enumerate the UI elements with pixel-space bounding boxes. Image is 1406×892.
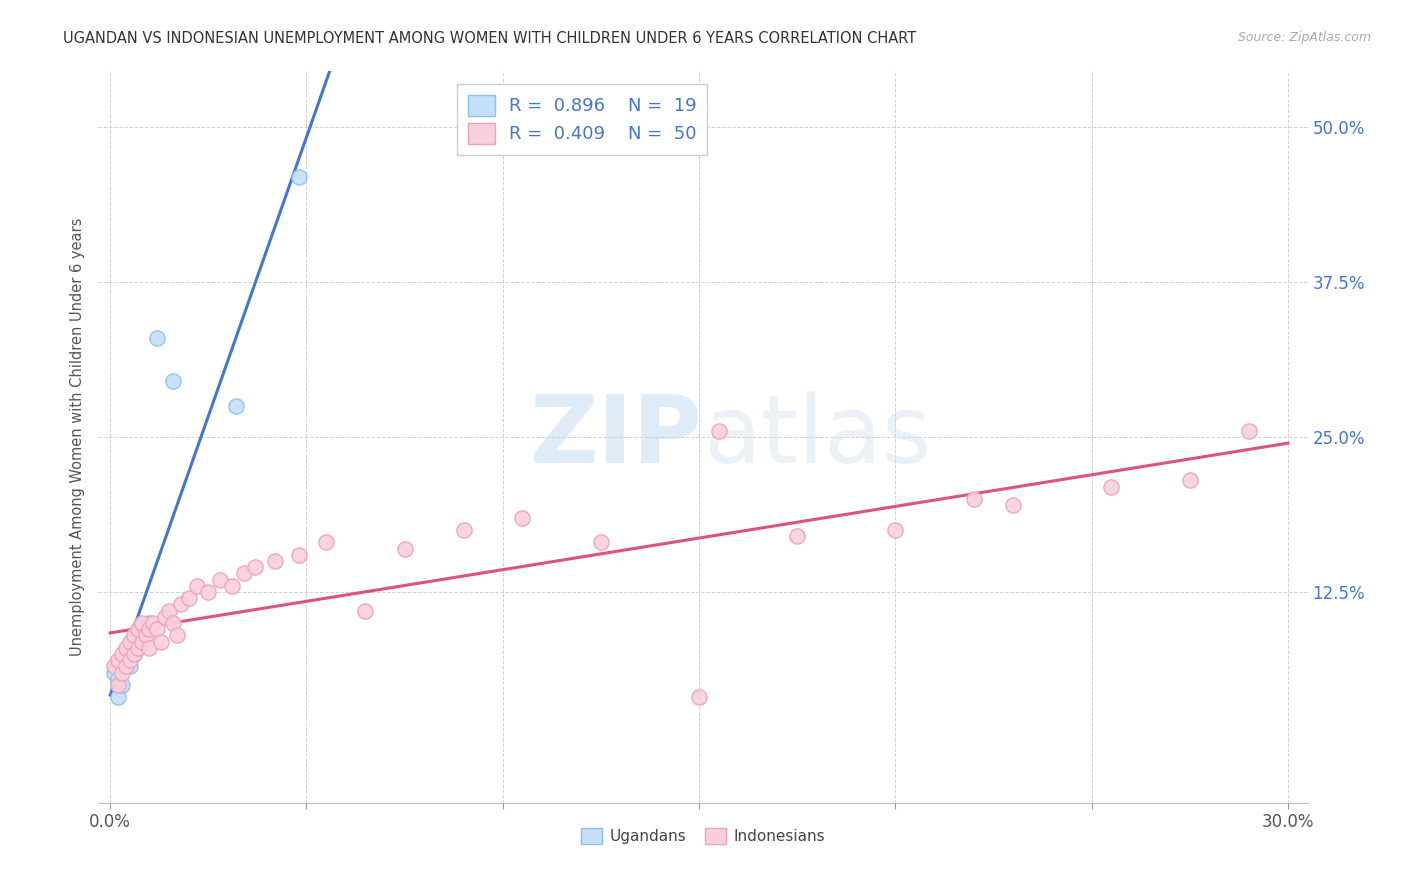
Point — [512, 510, 534, 524]
Point — [453, 523, 475, 537]
Point — [111, 665, 134, 680]
Point — [138, 640, 160, 655]
Point — [170, 598, 193, 612]
Point — [118, 640, 141, 655]
Point — [115, 647, 138, 661]
Point — [107, 690, 129, 705]
Point — [287, 169, 309, 184]
Point — [354, 604, 377, 618]
Point — [135, 622, 157, 636]
Point — [122, 647, 145, 661]
Text: atlas: atlas — [703, 391, 931, 483]
Point — [115, 640, 138, 655]
Point — [118, 634, 141, 648]
Point — [127, 622, 149, 636]
Point — [264, 554, 287, 568]
Point — [127, 628, 149, 642]
Point — [162, 374, 184, 388]
Point — [197, 585, 219, 599]
Point — [315, 535, 337, 549]
Point — [131, 634, 153, 648]
Point — [131, 615, 153, 630]
Text: ZIP: ZIP — [530, 391, 703, 483]
Point — [111, 678, 134, 692]
Point — [1178, 474, 1201, 488]
Point — [1002, 498, 1025, 512]
Legend: Ugandans, Indonesians: Ugandans, Indonesians — [575, 822, 831, 850]
Point — [209, 573, 232, 587]
Point — [107, 678, 129, 692]
Point — [135, 628, 157, 642]
Point — [153, 610, 176, 624]
Point — [122, 647, 145, 661]
Point — [245, 560, 267, 574]
Point — [150, 634, 173, 648]
Point — [963, 491, 986, 506]
Point — [589, 535, 612, 549]
Point — [146, 331, 169, 345]
Point — [146, 622, 169, 636]
Point — [127, 640, 149, 655]
Point — [232, 566, 254, 581]
Point — [115, 659, 138, 673]
Point — [142, 615, 165, 630]
Point — [221, 579, 243, 593]
Point — [394, 541, 416, 556]
Point — [138, 622, 160, 636]
Text: UGANDAN VS INDONESIAN UNEMPLOYMENT AMONG WOMEN WITH CHILDREN UNDER 6 YEARS CORRE: UGANDAN VS INDONESIAN UNEMPLOYMENT AMONG… — [63, 31, 917, 46]
Point — [118, 653, 141, 667]
Point — [122, 628, 145, 642]
Point — [118, 659, 141, 673]
Point — [127, 640, 149, 655]
Y-axis label: Unemployment Among Women with Children Under 6 years: Unemployment Among Women with Children U… — [69, 218, 84, 657]
Point — [884, 523, 907, 537]
Text: Source: ZipAtlas.com: Source: ZipAtlas.com — [1237, 31, 1371, 45]
Point — [287, 548, 309, 562]
Point — [111, 647, 134, 661]
Point — [707, 424, 730, 438]
Point — [157, 604, 180, 618]
Point — [103, 659, 125, 673]
Point — [186, 579, 208, 593]
Point — [225, 399, 247, 413]
Point — [166, 628, 188, 642]
Point — [122, 634, 145, 648]
Point — [786, 529, 808, 543]
Point — [131, 628, 153, 642]
Point — [138, 615, 160, 630]
Point — [177, 591, 200, 606]
Point — [162, 615, 184, 630]
Point — [1237, 424, 1260, 438]
Point — [111, 653, 134, 667]
Point — [107, 653, 129, 667]
Point — [107, 672, 129, 686]
Point — [103, 665, 125, 680]
Point — [688, 690, 710, 705]
Point — [1099, 480, 1122, 494]
